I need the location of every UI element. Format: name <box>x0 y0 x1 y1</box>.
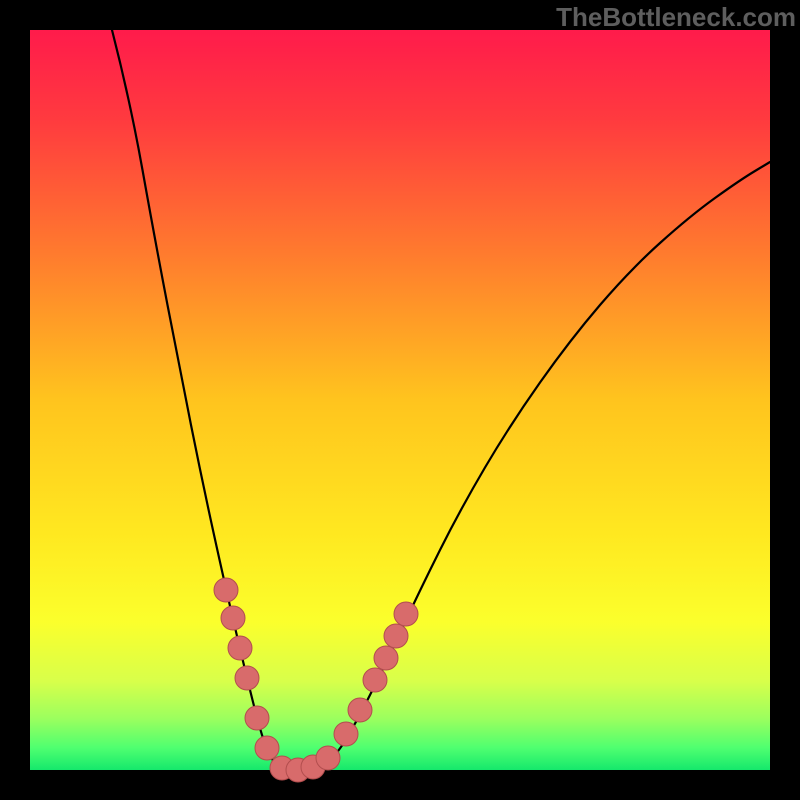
data-point <box>363 668 387 692</box>
data-point <box>245 706 269 730</box>
data-point <box>255 736 279 760</box>
data-point <box>316 746 340 770</box>
data-point <box>228 636 252 660</box>
data-point <box>334 722 358 746</box>
data-point <box>221 606 245 630</box>
data-point <box>384 624 408 648</box>
data-point <box>235 666 259 690</box>
bottleneck-chart <box>0 0 800 800</box>
data-point <box>214 578 238 602</box>
data-point <box>348 698 372 722</box>
data-point <box>374 646 398 670</box>
data-point <box>394 602 418 626</box>
chart-frame: TheBottleneck.com <box>0 0 800 800</box>
watermark-text: TheBottleneck.com <box>556 2 796 33</box>
